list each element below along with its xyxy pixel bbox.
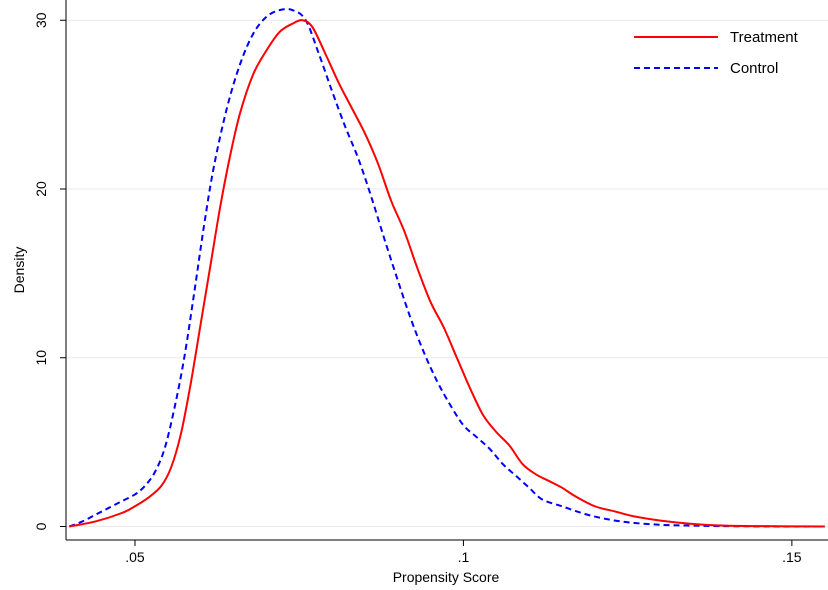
- y-tick-label: 0: [33, 522, 49, 530]
- y-tick-label: 30: [33, 12, 49, 28]
- legend-label-control: Control: [730, 60, 778, 77]
- axes: [65, 0, 828, 541]
- x-tick-label: .05: [125, 549, 145, 565]
- y-axis-ticks: 0 10 20 30: [33, 12, 66, 530]
- x-tick-label: .1: [458, 549, 470, 565]
- x-tick-label: .15: [782, 549, 802, 565]
- legend-label-treatment: Treatment: [730, 29, 799, 46]
- y-axis-title: Density: [11, 247, 27, 294]
- series-layer: [68, 8, 825, 528]
- series-line-treatment: [69, 19, 825, 528]
- x-axis-ticks: .05 .1 .15: [125, 540, 802, 565]
- x-axis-title: Propensity Score: [393, 569, 500, 585]
- gridlines: [66, 19, 828, 527]
- legend: Treatment Control: [634, 29, 799, 77]
- y-tick-label: 20: [33, 181, 49, 197]
- y-tick-label: 10: [33, 350, 49, 366]
